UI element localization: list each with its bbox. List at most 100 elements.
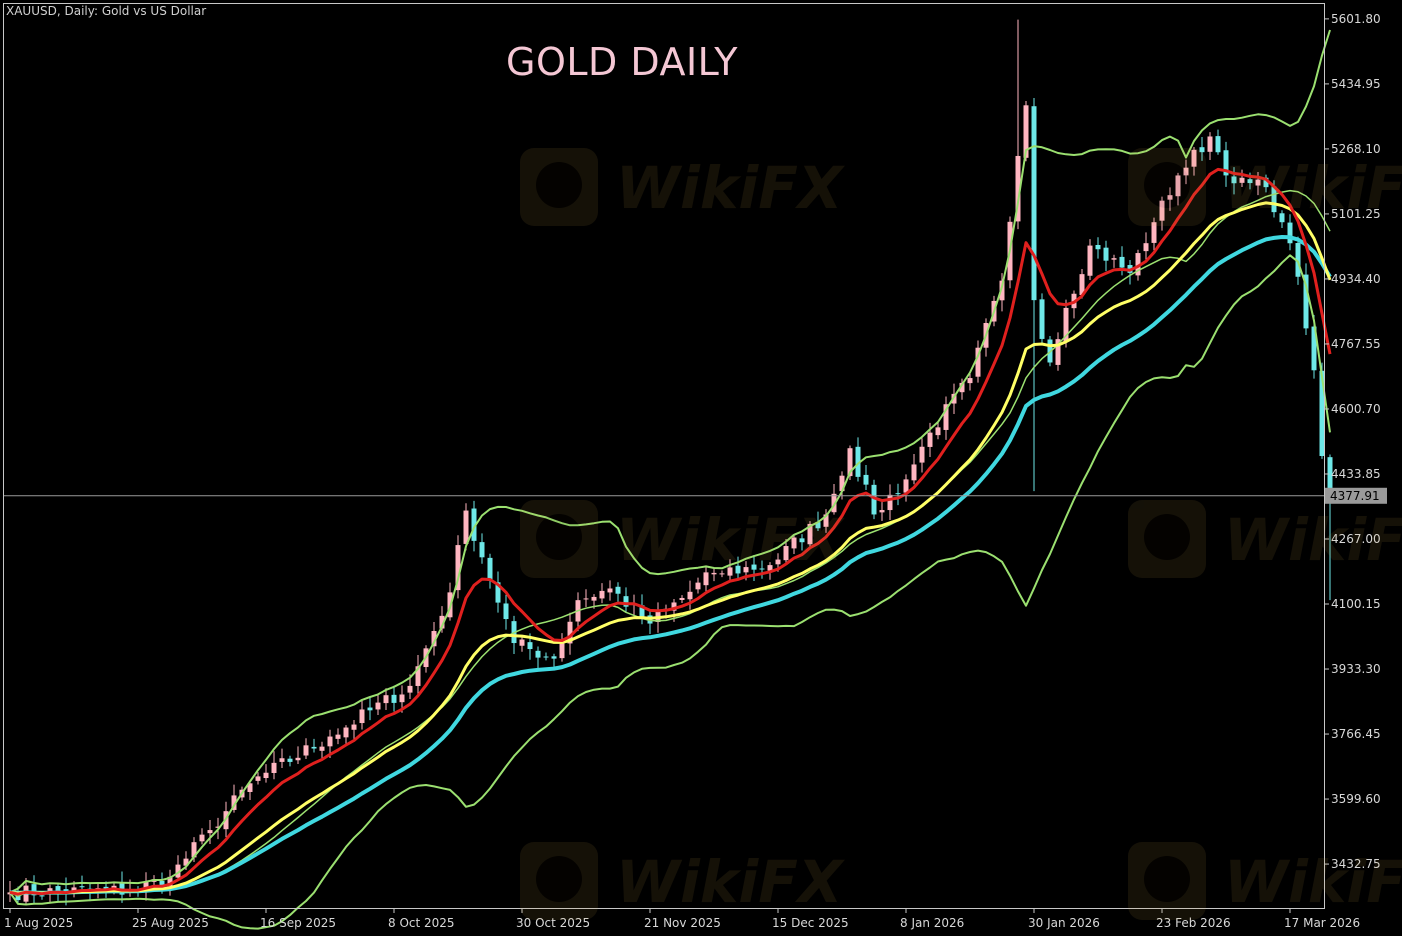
candle-body — [207, 830, 213, 834]
candle-body — [103, 886, 109, 889]
candle-body — [679, 597, 685, 600]
chart-title: GOLD DAILY — [506, 40, 738, 84]
candle-body — [1207, 136, 1213, 152]
candle-body — [1111, 258, 1117, 260]
candle-body — [31, 884, 37, 896]
candle-body — [311, 746, 317, 749]
candle-body — [455, 545, 461, 591]
candle-body — [927, 432, 933, 447]
candle-body — [1135, 253, 1141, 276]
candle-body — [783, 546, 789, 561]
candle-body — [391, 694, 397, 703]
candle-body — [215, 826, 221, 828]
candle-body — [767, 565, 773, 571]
candle-body — [255, 776, 261, 781]
candle-body — [1119, 256, 1125, 268]
candle-body — [303, 745, 309, 756]
current-price-label: 4377.91 — [1330, 489, 1380, 503]
candle-body — [1023, 105, 1029, 158]
candle-body — [839, 475, 845, 492]
candle-body — [591, 596, 597, 601]
candle-body — [887, 494, 893, 511]
candle-body — [247, 783, 253, 792]
candle-body — [39, 895, 45, 897]
candle-body — [159, 881, 165, 887]
candle-body — [1311, 326, 1317, 371]
y-tick-label: 3432.75 — [1331, 857, 1381, 871]
candle-body — [711, 572, 717, 575]
x-tick-label: 15 Dec 2025 — [772, 916, 849, 930]
candle-body — [399, 694, 405, 703]
y-tick-label: 5601.80 — [1331, 12, 1381, 26]
x-tick-label: 23 Feb 2026 — [1156, 916, 1231, 930]
candle-body — [551, 656, 557, 659]
y-tick-label: 4934.40 — [1331, 272, 1381, 286]
y-tick-label: 5101.25 — [1331, 207, 1381, 221]
candle-body — [903, 479, 909, 493]
candle-body — [1295, 243, 1301, 277]
candle-body — [231, 795, 237, 810]
candle-body — [943, 404, 949, 430]
candle-body — [895, 493, 901, 495]
candle-body — [1143, 243, 1149, 252]
candle-body — [191, 842, 197, 858]
candle-body — [1167, 195, 1173, 200]
candle-body — [143, 881, 149, 890]
ema-fast-line — [9, 167, 1332, 896]
candle-body — [1255, 179, 1261, 186]
candle-body — [743, 567, 749, 573]
candle-body — [799, 538, 805, 543]
x-tick-label: 21 Nov 2025 — [644, 916, 721, 930]
candle-body — [863, 474, 869, 485]
candle-body — [671, 602, 677, 611]
y-tick-label: 4767.55 — [1331, 337, 1381, 351]
candle-body — [199, 834, 205, 842]
candle-body — [1095, 244, 1101, 250]
candle-body — [919, 446, 925, 463]
y-tick-label: 4100.15 — [1331, 597, 1381, 611]
candle-body — [327, 736, 333, 747]
candle-body — [543, 656, 549, 658]
candle-body — [55, 886, 61, 892]
candle-body — [1191, 149, 1197, 167]
candle-body — [1039, 299, 1045, 339]
candle-body — [431, 631, 437, 647]
y-tick-label: 3766.45 — [1331, 727, 1381, 741]
candle-body — [1223, 150, 1229, 176]
candle-body — [719, 573, 725, 575]
candle-body — [471, 508, 477, 541]
candle-body — [623, 596, 629, 607]
candle-body — [463, 510, 469, 544]
y-tick-label: 5268.10 — [1331, 142, 1381, 156]
candle-body — [1279, 213, 1285, 223]
candle-body — [359, 709, 365, 724]
candle-body — [607, 588, 613, 593]
candle-body — [367, 707, 373, 711]
y-tick-label: 4600.70 — [1331, 402, 1381, 416]
candle-body — [1183, 167, 1189, 176]
candle-body — [831, 493, 837, 513]
candle-body — [79, 886, 85, 888]
candle-body — [807, 523, 813, 545]
candle-body — [639, 605, 645, 618]
candle-body — [383, 695, 389, 704]
y-tick-label: 4433.85 — [1331, 467, 1381, 481]
x-tick-label: 8 Oct 2025 — [388, 916, 455, 930]
candle-body — [263, 772, 269, 779]
candle-body — [1055, 339, 1061, 365]
candle-body — [527, 642, 533, 650]
candle-body — [911, 464, 917, 481]
candle-body — [975, 347, 981, 377]
x-tick-label: 17 Mar 2026 — [1284, 916, 1360, 930]
candle-body — [175, 864, 181, 878]
ema-slow-line — [9, 235, 1332, 895]
candle-body — [1063, 307, 1069, 342]
candle-body — [351, 724, 357, 730]
candle-body — [1239, 177, 1245, 183]
bollinger-lower-line — [9, 254, 1331, 930]
candle-body — [1327, 457, 1333, 496]
candle-body — [1271, 186, 1277, 213]
candle-body — [735, 565, 741, 574]
